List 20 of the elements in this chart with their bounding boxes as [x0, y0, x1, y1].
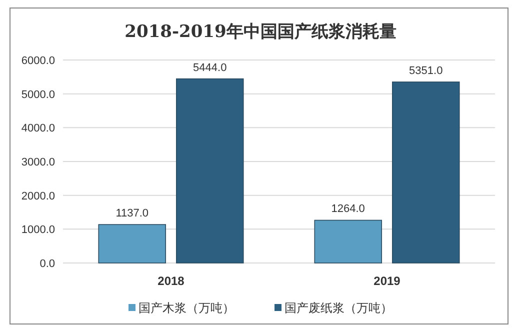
legend-label: 国产木浆（万吨）	[138, 301, 234, 315]
y-tick-label: 2000.0	[21, 190, 55, 202]
data-label: 1264.0	[331, 203, 365, 216]
bar	[392, 82, 460, 264]
bar	[176, 78, 244, 264]
data-label: 1137.0	[116, 208, 149, 220]
x-tick-label: 2018	[158, 274, 185, 288]
chart-title: 2018-2019年中国国产纸浆消耗量	[124, 22, 396, 42]
y-tick-label: 1000.0	[21, 224, 55, 236]
y-tick-label: 5000.0	[21, 88, 55, 101]
x-tick-label: 2019	[374, 274, 401, 288]
y-tick-label: 3000.0	[21, 156, 55, 168]
legend-label: 国产废纸浆（万吨）	[284, 301, 392, 315]
data-label: 5351.0	[409, 64, 443, 77]
bar	[98, 224, 166, 264]
bar	[314, 220, 382, 264]
y-tick-label: 0.0	[40, 258, 55, 270]
data-label: 5444.0	[193, 62, 227, 74]
y-tick-label: 6000.0	[21, 55, 55, 67]
y-tick-label: 4000.0	[21, 122, 55, 135]
